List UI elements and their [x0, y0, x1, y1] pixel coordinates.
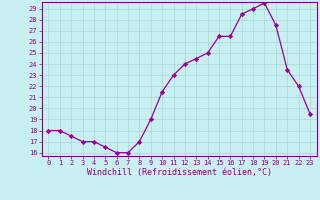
X-axis label: Windchill (Refroidissement éolien,°C): Windchill (Refroidissement éolien,°C) — [87, 168, 272, 177]
